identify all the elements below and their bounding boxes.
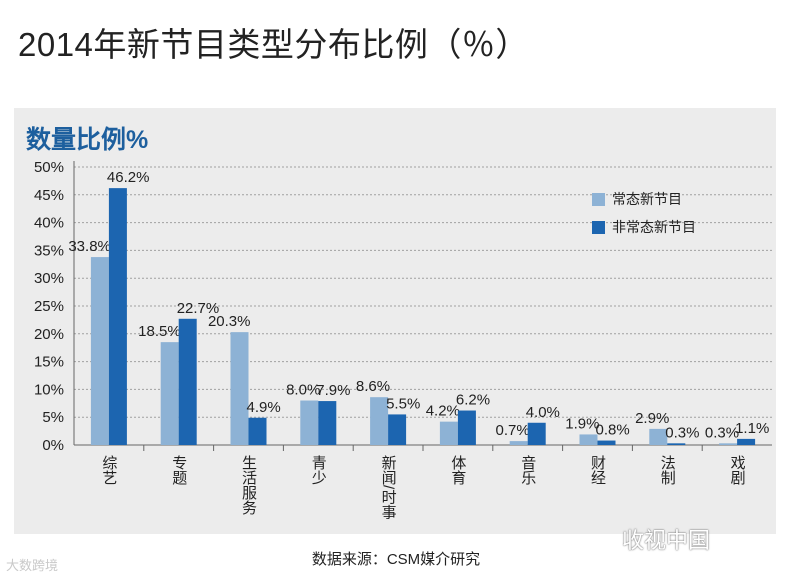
bar-irregular: [457, 410, 476, 445]
bar-regular: [160, 342, 179, 445]
x-tick-label: 专题: [170, 455, 187, 486]
data-label: 8.6%: [356, 378, 390, 395]
x-tick-label: 戏剧: [729, 455, 746, 485]
bar-irregular: [248, 417, 267, 445]
bar-regular: [649, 428, 668, 445]
bar-regular: [300, 400, 319, 445]
y-tick-label: 20%: [34, 326, 64, 343]
bar-regular: [439, 421, 458, 445]
y-tick-label: 10%: [34, 381, 64, 398]
x-tick-label: 体育: [449, 455, 466, 485]
y-tick-label: 15%: [34, 354, 64, 371]
data-label: 20.3%: [208, 313, 251, 330]
data-label: 1.1%: [735, 420, 769, 437]
bar-irregular: [527, 422, 546, 445]
data-label: 4.9%: [247, 399, 281, 416]
watermark-left: 大数跨境: [6, 558, 59, 573]
legend-swatch: [592, 221, 605, 234]
y-tick-label: 0%: [42, 437, 64, 454]
bar-regular: [719, 443, 738, 445]
data-label: 4.2%: [426, 403, 460, 420]
bar-regular: [370, 397, 389, 445]
data-label: 1.9%: [565, 415, 599, 432]
data-label: 33.8%: [68, 238, 111, 255]
x-tick-label: 财经: [589, 455, 606, 485]
bar-irregular: [318, 401, 337, 445]
legend-swatch: [592, 193, 605, 206]
y-tick-label: 35%: [34, 242, 64, 259]
data-label: 8.0%: [286, 382, 320, 399]
data-label: 2.9%: [635, 410, 669, 427]
legend-label: 非常态新节目: [612, 219, 696, 235]
data-label: 46.2%: [107, 169, 150, 186]
x-tick-label: 综艺: [100, 455, 117, 485]
bar-irregular: [737, 438, 756, 445]
bar-irregular: [178, 318, 197, 445]
bar-irregular: [667, 443, 686, 445]
y-tick-label: 30%: [34, 270, 64, 287]
bar-regular: [509, 441, 528, 445]
bar-regular: [230, 332, 249, 445]
bar-regular: [90, 257, 109, 445]
x-tick-label: 生活服务: [240, 455, 257, 516]
legend-label: 常态新节目: [612, 191, 682, 207]
bar-irregular: [597, 440, 616, 445]
data-label: 7.9%: [316, 382, 350, 399]
data-label: 0.3%: [705, 424, 739, 441]
bar-irregular: [388, 414, 407, 445]
data-label: 5.5%: [386, 395, 420, 412]
y-tick-label: 45%: [34, 187, 64, 204]
y-tick-label: 40%: [34, 215, 64, 232]
data-label: 22.7%: [177, 300, 220, 317]
page-title: 2014年新节目类型分布比例（％）: [18, 26, 529, 63]
x-tick-label: 青少: [310, 455, 327, 485]
data-label: 4.0%: [526, 404, 560, 421]
y-tick-label: 25%: [34, 298, 64, 315]
source-text: 数据来源：CSM媒介研究: [311, 551, 481, 568]
data-label: 6.2%: [456, 392, 490, 409]
x-tick-label: 法制: [659, 455, 676, 485]
data-label: 0.8%: [596, 422, 630, 439]
x-tick-label: 音乐: [519, 455, 536, 485]
chart-panel: [14, 108, 776, 534]
x-tick-label: 新闻/时事: [380, 455, 397, 519]
bar-regular: [579, 434, 598, 445]
y-tick-label: 50%: [34, 159, 64, 176]
panel-title: 数量比例%: [26, 126, 149, 154]
bar-irregular: [108, 188, 127, 446]
data-label: 0.7%: [495, 422, 529, 439]
watermark-right: 收视中国: [622, 528, 711, 553]
data-label: 18.5%: [138, 323, 181, 340]
data-label: 0.3%: [665, 424, 699, 441]
y-tick-label: 5%: [42, 409, 64, 426]
